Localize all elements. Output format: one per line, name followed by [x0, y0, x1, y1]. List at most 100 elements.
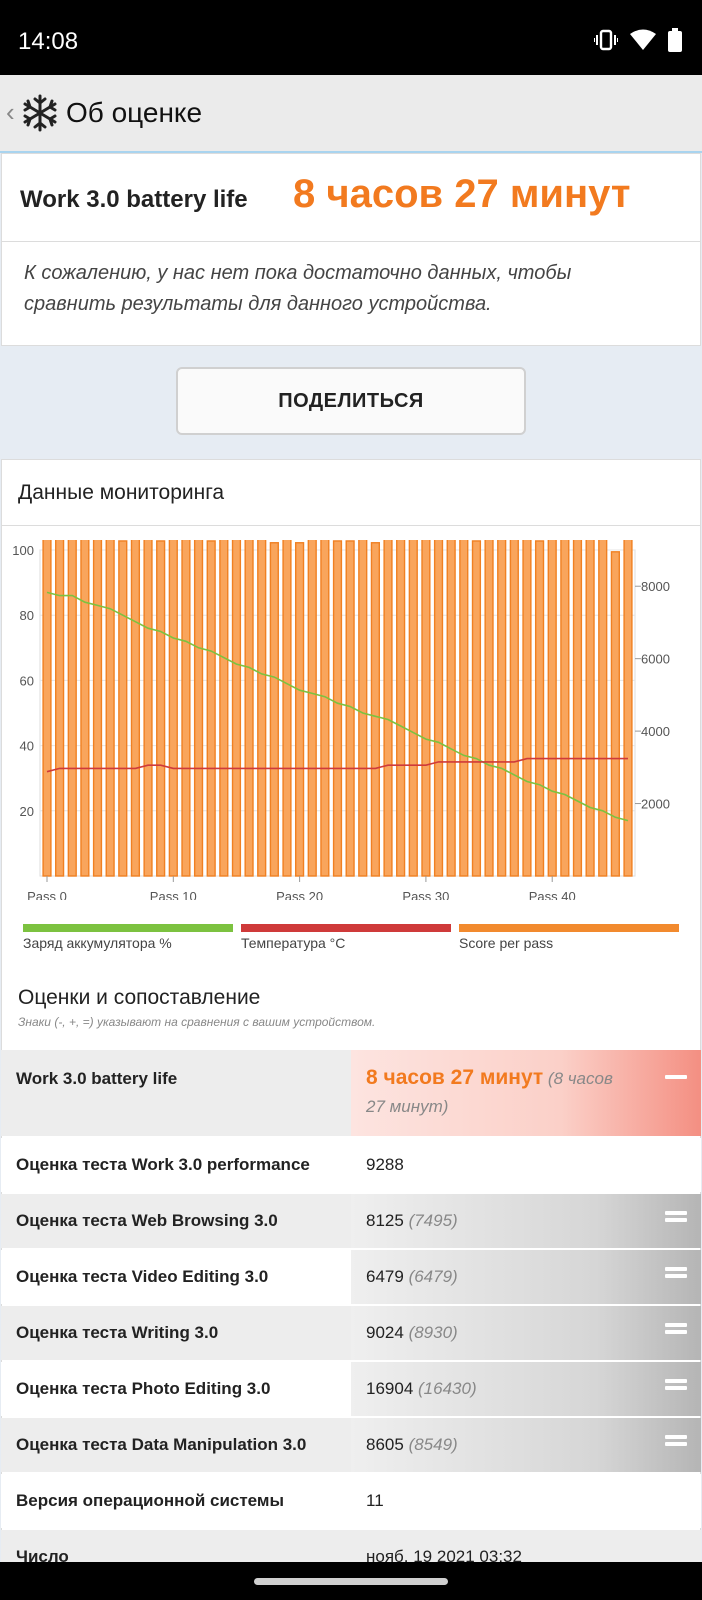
score-bar [396, 540, 406, 877]
battery-life-value: 8 часов 27 минут [366, 1066, 544, 1089]
score-bar [231, 540, 242, 877]
legend-battery-label: Заряд аккумулятора % [23, 935, 172, 951]
score-bar [383, 540, 393, 877]
score-bar [509, 540, 519, 877]
table-row-web-browsing[interactable]: Оценка теста Web Browsing 3.0 8125 (7495… [1, 1194, 701, 1248]
share-button[interactable]: ПОДЕЛИТЬСЯ [176, 367, 526, 435]
table-row-work-performance[interactable]: Оценка теста Work 3.0 performance 9288 [1, 1138, 701, 1192]
table-row-os-version[interactable]: Версия операционной системы 11 [1, 1474, 701, 1528]
row-label: Work 3.0 battery life [16, 1069, 178, 1088]
score-bar [307, 540, 317, 877]
score-bar [421, 540, 431, 877]
status-icons [594, 28, 682, 52]
row-value: 9024 [366, 1323, 404, 1342]
status-bar: 14:08 [0, 0, 702, 75]
result-value: 8 часов 27 минут [293, 172, 631, 216]
page-title: Об оценке [66, 97, 203, 128]
left-axis-tick-label: 60 [20, 673, 34, 688]
legend-temperature-label: Температура °C [241, 935, 346, 951]
result-title: Work 3.0 battery life [20, 186, 248, 213]
score-bar [433, 540, 444, 877]
row-label: Версия операционной системы [16, 1491, 284, 1510]
table-row-battery-life[interactable]: Work 3.0 battery life 8 часов 27 минут (… [1, 1050, 701, 1136]
row-compare: (7495) [408, 1211, 458, 1230]
row-value-cell: 8 часов 27 минут (8 часов 27 минут) [351, 1050, 701, 1136]
minus-sign-icon [665, 1072, 687, 1082]
score-bar [257, 540, 267, 877]
row-value: 6479 [366, 1267, 404, 1286]
table-row-video-editing[interactable]: Оценка теста Video Editing 3.0 6479 (647… [1, 1250, 701, 1304]
row-value-cell: 8605 (8549) [351, 1418, 701, 1472]
row-value: 8125 [366, 1211, 404, 1230]
temperature-line [46, 757, 628, 773]
comparison-title: Оценки и сопоставление [18, 986, 261, 1009]
score-bar [269, 542, 279, 877]
back-chevron-icon[interactable]: ‹ [6, 97, 15, 127]
row-value-cell: 8125 (7495) [351, 1194, 701, 1248]
home-gesture-handle[interactable] [254, 1578, 448, 1585]
equal-sign-icon [665, 1376, 687, 1393]
score-bar [547, 540, 557, 877]
legend-temperature-swatch [241, 924, 451, 932]
legend-score-label: Score per pass [459, 935, 554, 951]
battery-icon [668, 28, 682, 52]
row-compare: (6479) [408, 1267, 458, 1286]
row-label: Оценка теста Writing 3.0 [16, 1323, 219, 1342]
table-row-writing[interactable]: Оценка теста Writing 3.0 9024 (8930) [1, 1306, 701, 1360]
equal-sign-icon [665, 1264, 687, 1281]
status-time: 14:08 [18, 28, 79, 55]
right-axis-tick-label: 6000 [641, 652, 670, 667]
table-row-data-manipulation[interactable]: Оценка теста Data Manipulation 3.0 8605 … [1, 1418, 701, 1472]
score-bar [598, 540, 608, 877]
no-data-note: К сожалению, у нас нет пока достаточно д… [24, 262, 572, 315]
x-axis-tick-label: Pass 20 [276, 889, 323, 900]
right-axis-tick-label: 2000 [641, 797, 670, 812]
row-value-cell: 6479 (6479) [351, 1250, 701, 1304]
score-bar [484, 540, 494, 877]
score-bar [181, 540, 191, 877]
app-bar: ‹ Об оценке [0, 75, 702, 153]
score-bar [206, 540, 216, 877]
row-value: нояб. 19 2021 03:32 [366, 1547, 522, 1566]
note-card: К сожалению, у нас нет пока достаточно д… [1, 241, 701, 346]
right-axis-tick-label: 8000 [641, 579, 670, 594]
left-axis-tick-label: 80 [20, 608, 34, 623]
right-axis-tick-label: 4000 [641, 724, 670, 739]
score-bar [332, 540, 343, 877]
row-label: Число [16, 1547, 69, 1566]
equal-sign-icon [665, 1432, 687, 1449]
score-bar [471, 540, 482, 877]
monitoring-chart: 20 40 60 80 100 2000 4000 6000 8000 Pass 0 Pass 10… [12, 540, 670, 900]
left-axis-tick-label: 40 [20, 739, 34, 754]
x-axis-tick-label: Pass 30 [402, 889, 449, 900]
row-value-cell: 16904 (16430) [351, 1362, 701, 1416]
monitoring-title: Данные мониторинга [18, 481, 225, 504]
score-bar [358, 540, 368, 877]
row-value: 11 [366, 1491, 384, 1510]
score-bar [42, 540, 52, 877]
left-axis-tick-label: 20 [20, 804, 34, 819]
score-bar [585, 540, 595, 877]
x-axis-tick-label: Pass 40 [529, 889, 576, 900]
score-bar [143, 540, 153, 877]
row-compare: (8930) [408, 1323, 458, 1342]
score-bar [294, 542, 305, 877]
score-bar [560, 540, 570, 877]
table-row-photo-editing[interactable]: Оценка теста Photo Editing 3.0 16904 (16… [1, 1362, 701, 1416]
row-label: Оценка теста Data Manipulation 3.0 [16, 1435, 307, 1454]
row-value-cell: нояб. 19 2021 03:32 [351, 1530, 701, 1584]
row-value: 8605 [366, 1435, 404, 1454]
row-label: Оценка теста Video Editing 3.0 [16, 1267, 269, 1286]
battery-line [46, 591, 629, 822]
score-bar [534, 540, 545, 877]
row-value-cell: 9024 (8930) [351, 1306, 701, 1360]
row-value: 16904 [366, 1379, 414, 1398]
wifi-icon [630, 29, 656, 50]
score-bar [446, 540, 456, 877]
x-axis-tick-label: Pass 10 [150, 889, 197, 900]
row-label: Оценка теста Web Browsing 3.0 [16, 1211, 278, 1230]
score-bar [118, 540, 128, 877]
row-label: Оценка теста Photo Editing 3.0 [16, 1379, 271, 1398]
equal-sign-icon [665, 1208, 687, 1225]
row-value: 8 часов 27 минут (8 часов 27 минут) [366, 1064, 636, 1121]
